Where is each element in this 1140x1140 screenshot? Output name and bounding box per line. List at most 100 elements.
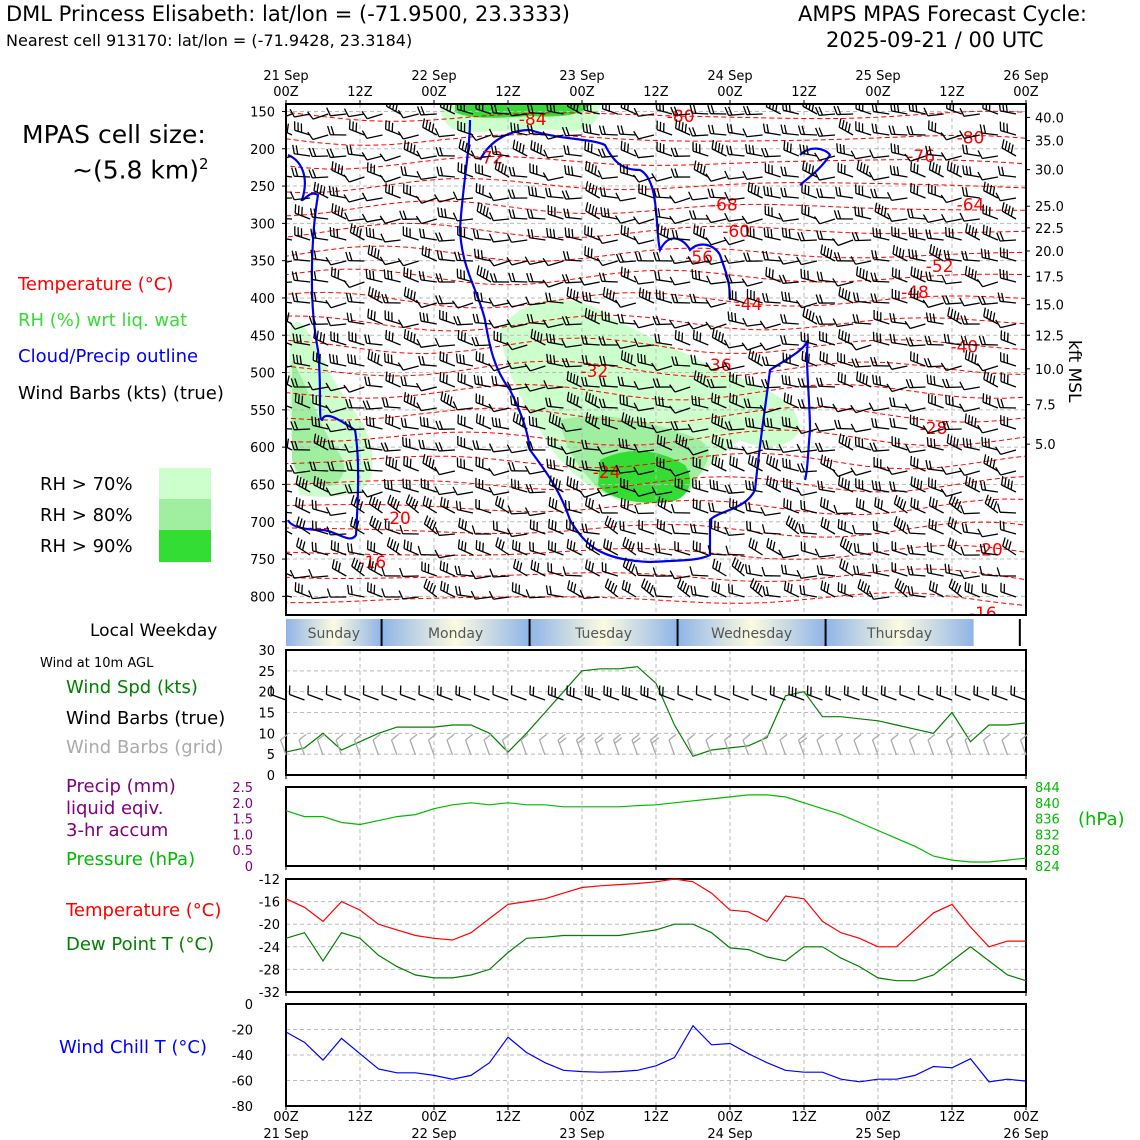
wind-barb bbox=[922, 425, 944, 434]
barb-flag bbox=[964, 349, 968, 360]
barb-shaft bbox=[764, 386, 781, 389]
barb-shaft bbox=[440, 589, 456, 598]
wind-barb bbox=[286, 155, 293, 159]
barb-flag bbox=[863, 583, 868, 593]
barb-flag bbox=[832, 468, 839, 477]
barb-flag bbox=[434, 466, 440, 475]
barb-shaft bbox=[529, 365, 546, 372]
barb-shaft bbox=[547, 110, 564, 115]
barb-flag bbox=[313, 271, 317, 281]
barb-flag bbox=[724, 254, 730, 264]
barb-flag bbox=[424, 246, 427, 257]
wind-barb bbox=[707, 104, 727, 115]
barb-flag bbox=[465, 733, 474, 741]
barb-flag bbox=[512, 558, 517, 568]
barb-shaft bbox=[963, 152, 980, 157]
wind-barb bbox=[308, 590, 329, 600]
barb-flag bbox=[875, 480, 878, 490]
barb-shaft bbox=[927, 382, 944, 388]
barb-flag bbox=[674, 147, 679, 157]
barb-flag bbox=[615, 253, 621, 263]
barb-flag bbox=[724, 191, 730, 201]
barb-flag bbox=[367, 559, 371, 569]
barb-flag bbox=[823, 456, 827, 466]
wind-barb bbox=[402, 183, 419, 199]
barb-flag bbox=[781, 227, 784, 237]
barb-flag bbox=[316, 183, 320, 193]
wind-barb bbox=[979, 543, 998, 556]
wind-barb bbox=[870, 356, 890, 367]
barb-flag bbox=[761, 292, 766, 302]
barb-flag bbox=[488, 467, 495, 476]
barb-flag bbox=[530, 104, 534, 114]
wind-barb bbox=[965, 223, 981, 241]
barb-flag bbox=[674, 168, 679, 178]
barb-flag bbox=[525, 296, 531, 306]
barb-flag bbox=[626, 227, 630, 237]
barb-shaft bbox=[710, 510, 727, 514]
barb-shaft bbox=[456, 259, 474, 262]
barb-flag bbox=[841, 477, 844, 487]
barb-shaft bbox=[385, 318, 401, 325]
wind-barb bbox=[566, 538, 582, 556]
barb-flag bbox=[798, 733, 807, 741]
barb-flag bbox=[658, 543, 661, 553]
barb-flag bbox=[594, 417, 598, 427]
barb-flag bbox=[996, 398, 1001, 408]
barb-shaft bbox=[511, 217, 528, 220]
wind-10m-label: Wind at 10m AGL bbox=[40, 656, 154, 671]
barb-flag bbox=[974, 354, 977, 364]
barb-shaft bbox=[565, 323, 582, 326]
wind-barb bbox=[982, 204, 999, 220]
barb-flag bbox=[705, 362, 712, 371]
y-tick-label: 25 bbox=[258, 665, 275, 680]
barb-flag bbox=[374, 289, 377, 299]
barb-flag bbox=[728, 421, 733, 430]
wind-barb bbox=[290, 378, 311, 388]
barb-flag bbox=[724, 421, 730, 431]
barb-flag bbox=[406, 268, 409, 278]
wind-barb bbox=[778, 255, 799, 265]
wind-barb bbox=[633, 443, 655, 453]
wind-barb bbox=[778, 274, 799, 285]
wind-barb bbox=[346, 312, 365, 325]
barb-flag bbox=[403, 376, 407, 386]
wind-barb bbox=[819, 331, 836, 346]
barb-shaft bbox=[855, 551, 872, 556]
barb-shaft bbox=[547, 570, 564, 577]
barb-shaft bbox=[511, 693, 527, 701]
barb-flag bbox=[295, 145, 299, 155]
barb-shaft bbox=[909, 574, 926, 577]
wind-barb bbox=[434, 232, 455, 242]
barb-shaft bbox=[783, 400, 800, 409]
barb-shaft bbox=[946, 491, 962, 498]
barb-flag bbox=[961, 250, 965, 260]
wind-barb bbox=[351, 557, 365, 577]
bottom-hour-label: 00Z bbox=[421, 1110, 447, 1125]
barb-flag bbox=[503, 165, 507, 175]
barb-shaft bbox=[641, 586, 655, 598]
wind-barb bbox=[891, 541, 908, 556]
barb-flag bbox=[725, 545, 730, 555]
barb-flag bbox=[788, 418, 791, 428]
barb-flag bbox=[931, 582, 935, 592]
barb-shaft bbox=[475, 401, 492, 409]
barb-flag bbox=[670, 147, 675, 157]
barb-flag bbox=[367, 461, 371, 471]
barb-flag bbox=[1001, 733, 1010, 741]
barb-flag bbox=[347, 542, 350, 552]
barb-flag bbox=[735, 500, 738, 510]
barb-flag bbox=[385, 414, 387, 424]
barb-flag bbox=[871, 250, 875, 260]
barb-flag bbox=[689, 104, 693, 114]
wind-barb bbox=[633, 107, 655, 117]
barb-flag bbox=[490, 104, 494, 114]
wind-barb bbox=[705, 299, 727, 308]
barb-flag bbox=[904, 320, 911, 329]
barb-flag bbox=[572, 479, 576, 489]
barb-flag bbox=[748, 375, 751, 386]
barb-flag bbox=[328, 185, 332, 196]
barb-shaft bbox=[420, 320, 437, 325]
barb-flag bbox=[273, 462, 276, 471]
